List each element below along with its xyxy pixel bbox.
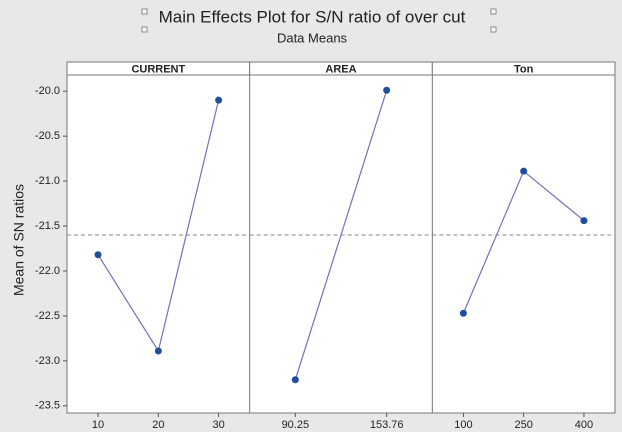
y-tick-label: -20.5: [35, 130, 60, 142]
y-tick-label: -20.0: [35, 85, 60, 97]
handle: [490, 8, 497, 15]
x-tick-label: 90.25: [282, 419, 310, 431]
point: [520, 167, 528, 175]
y-tick-label: -21.0: [35, 175, 60, 187]
chart-title: Main Effects Plot for S/N ratio of over …: [159, 7, 466, 26]
x-tick-label: 100: [454, 419, 472, 431]
x-tick-label: 10: [92, 419, 104, 431]
y-tick-label: -21.5: [35, 220, 60, 232]
y-tick-label: -23.5: [35, 400, 60, 412]
point: [215, 96, 223, 104]
point: [459, 309, 467, 317]
point: [580, 217, 588, 225]
handle: [141, 8, 148, 15]
y-axis-label: Mean of SN ratios: [11, 184, 27, 296]
y-tick-label: -22.0: [35, 265, 60, 277]
point: [154, 347, 162, 355]
point: [383, 86, 391, 94]
panel-header: [431, 61, 616, 76]
point: [291, 376, 299, 384]
panel-title: CURRENT: [131, 63, 185, 75]
handle: [490, 26, 497, 33]
panel-title: Ton: [514, 63, 534, 75]
x-tick-label: 153.76: [370, 419, 404, 431]
y-tick-label: -22.5: [35, 310, 60, 322]
x-tick-label: 250: [514, 419, 532, 431]
x-tick-label: 400: [575, 419, 593, 431]
effect-line: [294, 90, 388, 380]
handle: [141, 26, 148, 33]
x-tick-label: 30: [212, 419, 224, 431]
panel-title: AREA: [325, 63, 356, 75]
point: [94, 251, 102, 259]
plot-area: [66, 74, 616, 414]
chart-subtitle: Data Means: [277, 30, 348, 45]
x-tick-label: 20: [152, 419, 164, 431]
y-tick-label: -23.0: [35, 355, 60, 367]
